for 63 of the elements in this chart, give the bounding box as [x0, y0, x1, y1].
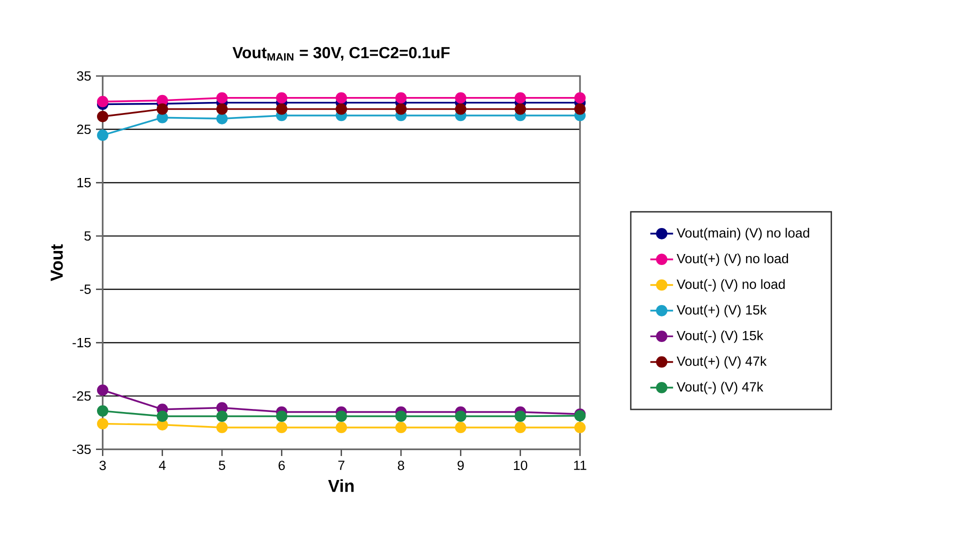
point — [276, 92, 288, 104]
point — [336, 422, 348, 434]
point — [97, 384, 108, 396]
point — [514, 410, 526, 422]
legend-label: Vout(+) (V) 47k — [676, 356, 767, 369]
point — [395, 410, 407, 422]
x-tick-label: 7 — [338, 460, 344, 470]
point — [574, 422, 586, 434]
point — [216, 410, 228, 422]
x-tick-label: 3 — [99, 460, 106, 470]
y-tick-label: 25 — [77, 124, 91, 134]
chart-title: Vout$_{MAIN}$ = 30V, C1=C2=0.1uF — [232, 46, 450, 61]
point — [455, 422, 466, 434]
y-tick-label: -5 — [80, 284, 91, 294]
point — [455, 410, 466, 422]
point — [574, 103, 586, 115]
point — [336, 92, 348, 104]
point — [97, 418, 108, 430]
legend-label: Vout(-) (V) 47k — [676, 382, 764, 394]
point — [395, 92, 407, 104]
x-axis-title: Vin — [328, 479, 354, 492]
point — [455, 92, 466, 104]
point — [97, 110, 108, 122]
y-tick-label: -15 — [72, 338, 91, 348]
point — [514, 92, 526, 104]
point — [156, 103, 168, 115]
x-tick-label: 4 — [158, 460, 166, 470]
point — [97, 96, 108, 108]
point — [97, 405, 108, 417]
x-tick-label: 5 — [218, 460, 226, 470]
x-tick-label: 10 — [514, 460, 528, 470]
point — [336, 103, 348, 115]
point — [514, 103, 526, 115]
point — [276, 410, 288, 422]
point — [276, 103, 288, 115]
point — [395, 422, 407, 434]
y-axis-title: Vout — [50, 244, 63, 282]
y-tick-label: 35 — [76, 71, 91, 81]
y-tick-label: 15 — [77, 178, 91, 188]
legend-label: Vout(+) (V) no load — [676, 254, 788, 266]
point — [216, 113, 228, 124]
x-tick-label: 6 — [278, 460, 285, 470]
y-tick-label: 5 — [84, 231, 91, 241]
point — [455, 103, 466, 115]
y-tick-label: -35 — [72, 444, 91, 454]
point — [276, 422, 288, 434]
point — [97, 130, 108, 141]
point — [216, 92, 228, 104]
point — [156, 410, 168, 422]
legend-label: Vout(+) (V) 15k — [676, 304, 767, 318]
point — [514, 422, 526, 434]
legend-label: Vout(main) (V) no load — [676, 228, 810, 240]
point — [574, 92, 586, 104]
x-tick-label: 11 — [574, 460, 586, 470]
point — [395, 103, 407, 115]
point — [216, 103, 228, 115]
y-tick-label: -25 — [72, 391, 91, 401]
x-tick-label: 8 — [398, 460, 404, 470]
legend-label: Vout(-) (V) 15k — [676, 330, 764, 343]
point — [336, 410, 348, 422]
point — [216, 422, 228, 434]
legend-label: Vout(-) (V) no load — [676, 279, 785, 292]
x-tick-label: 9 — [458, 460, 464, 470]
